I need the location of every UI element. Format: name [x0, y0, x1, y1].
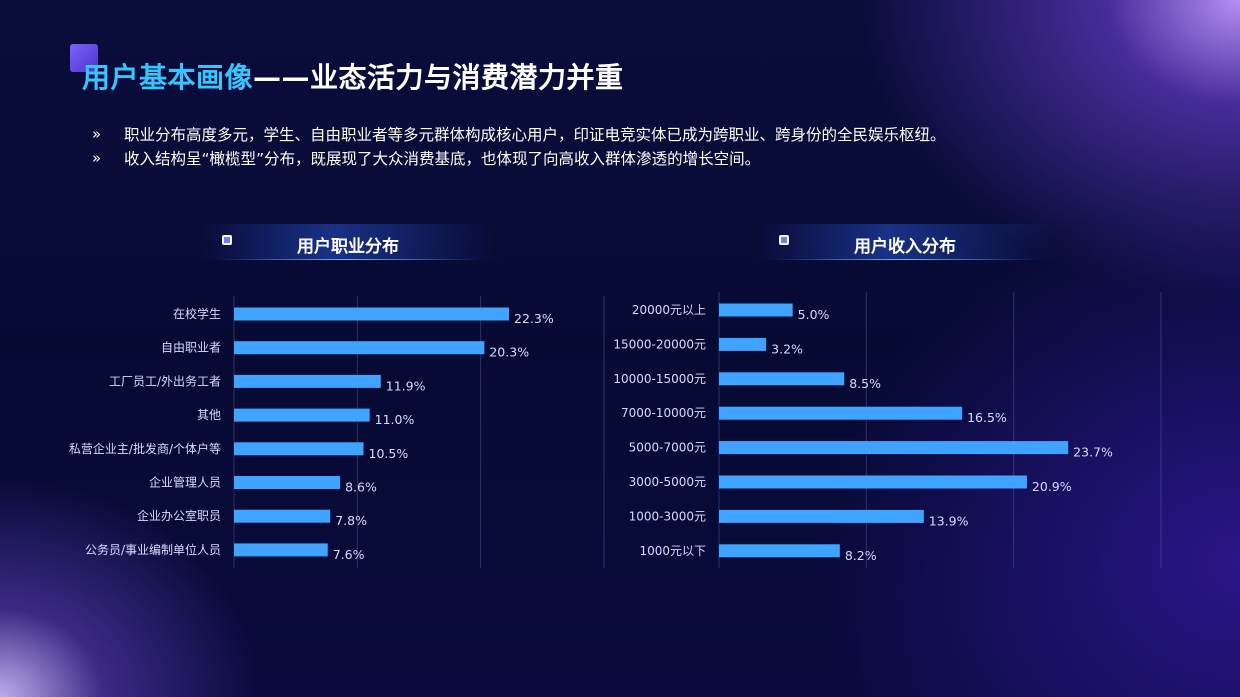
value-label: 7.6% — [333, 547, 365, 562]
title-accent-square — [70, 44, 98, 72]
category-label: 工厂员工/外出务工者 — [109, 373, 221, 388]
bar — [719, 406, 963, 420]
page-title: 用户基本画像——业态活力与消费潜力并重 — [82, 56, 624, 96]
category-label: 其他 — [197, 408, 221, 422]
category-label: 企业管理人员 — [149, 475, 221, 490]
value-label: 3.2% — [771, 341, 803, 356]
value-label: 11.9% — [386, 378, 426, 393]
income-chart-title: 用户收入分布 — [854, 237, 956, 257]
bar — [234, 408, 370, 422]
value-label: 8.2% — [845, 548, 877, 563]
square-bullet-icon — [222, 235, 232, 245]
category-label: 10000-15000元 — [613, 372, 706, 386]
value-label: 10.5% — [369, 446, 409, 461]
bar — [234, 442, 364, 456]
bar — [234, 476, 341, 489]
value-label: 7.8% — [335, 513, 367, 528]
category-label: 自由职业者 — [161, 341, 221, 355]
value-label: 23.7% — [1073, 445, 1113, 460]
value-label: 20.3% — [489, 345, 529, 360]
value-label: 13.9% — [929, 513, 969, 528]
category-label: 1000-3000元 — [629, 509, 706, 523]
category-label: 私营企业主/批发商/个体户等 — [69, 441, 221, 456]
bar — [719, 303, 793, 317]
occupation-bar-chart: 在校学生 22.3% 自由职业者 20.3% 工厂员工/外出务工者 11.9% 其他 11.0… — [69, 296, 605, 568]
category-label: 15000-20000元 — [613, 337, 706, 351]
bar — [234, 307, 510, 321]
square-bullet-icon — [779, 235, 789, 245]
bar — [719, 372, 845, 386]
category-label: 企业办公室职员 — [137, 508, 221, 523]
value-label: 16.5% — [967, 410, 1007, 425]
occupation-panel-header: 用户职业分布 — [198, 224, 498, 260]
bar — [719, 337, 767, 351]
category-label: 5000-7000元 — [629, 441, 706, 455]
bar — [719, 441, 1069, 455]
category-label: 7000-10000元 — [621, 406, 706, 420]
bar — [234, 509, 331, 523]
page-title-highlight: 用户基本画像 — [82, 61, 254, 94]
bullet-text: 收入结构呈“橄榄型”分布，既展现了大众消费基底，也体现了向高收入群体渗透的增长空… — [124, 150, 761, 168]
bar — [719, 544, 840, 558]
category-label: 在校学生 — [173, 306, 221, 321]
bullet-text: 职业分布高度多元，学生、自由职业者等多元群体构成核心用户，印证电竞实体已成为跨职… — [124, 126, 946, 144]
bar — [719, 509, 924, 523]
category-label: 公务员/事业编制单位人员 — [85, 542, 221, 557]
occupation-chart-title: 用户职业分布 — [297, 237, 399, 257]
double-chevron-right-icon: » — [92, 149, 102, 167]
bullet-item: » 收入结构呈“橄榄型”分布，既展现了大众消费基底，也体现了向高收入群体渗透的增… — [92, 146, 946, 170]
bar — [234, 543, 328, 557]
value-label: 22.3% — [514, 311, 554, 326]
bar — [719, 475, 1027, 489]
value-label: 11.0% — [375, 412, 415, 427]
value-label: 5.0% — [798, 307, 830, 322]
category-label: 3000-5000元 — [629, 475, 706, 489]
category-label: 20000元以上 — [632, 303, 706, 317]
bullet-list: » 职业分布高度多元，学生、自由职业者等多元群体构成核心用户，印证电竞实体已成为… — [92, 122, 946, 170]
value-label: 20.9% — [1032, 479, 1072, 494]
page-title-rest: ——业态活力与消费潜力并重 — [253, 61, 624, 94]
double-chevron-right-icon: » — [92, 125, 102, 143]
bullet-item: » 职业分布高度多元，学生、自由职业者等多元群体构成核心用户，印证电竞实体已成为… — [92, 122, 946, 146]
bar — [234, 374, 381, 388]
category-label: 1000元以下 — [639, 544, 706, 558]
income-panel-header: 用户收入分布 — [755, 224, 1055, 260]
value-label: 8.6% — [345, 480, 377, 495]
value-label: 8.5% — [849, 376, 881, 391]
bar — [234, 341, 485, 355]
